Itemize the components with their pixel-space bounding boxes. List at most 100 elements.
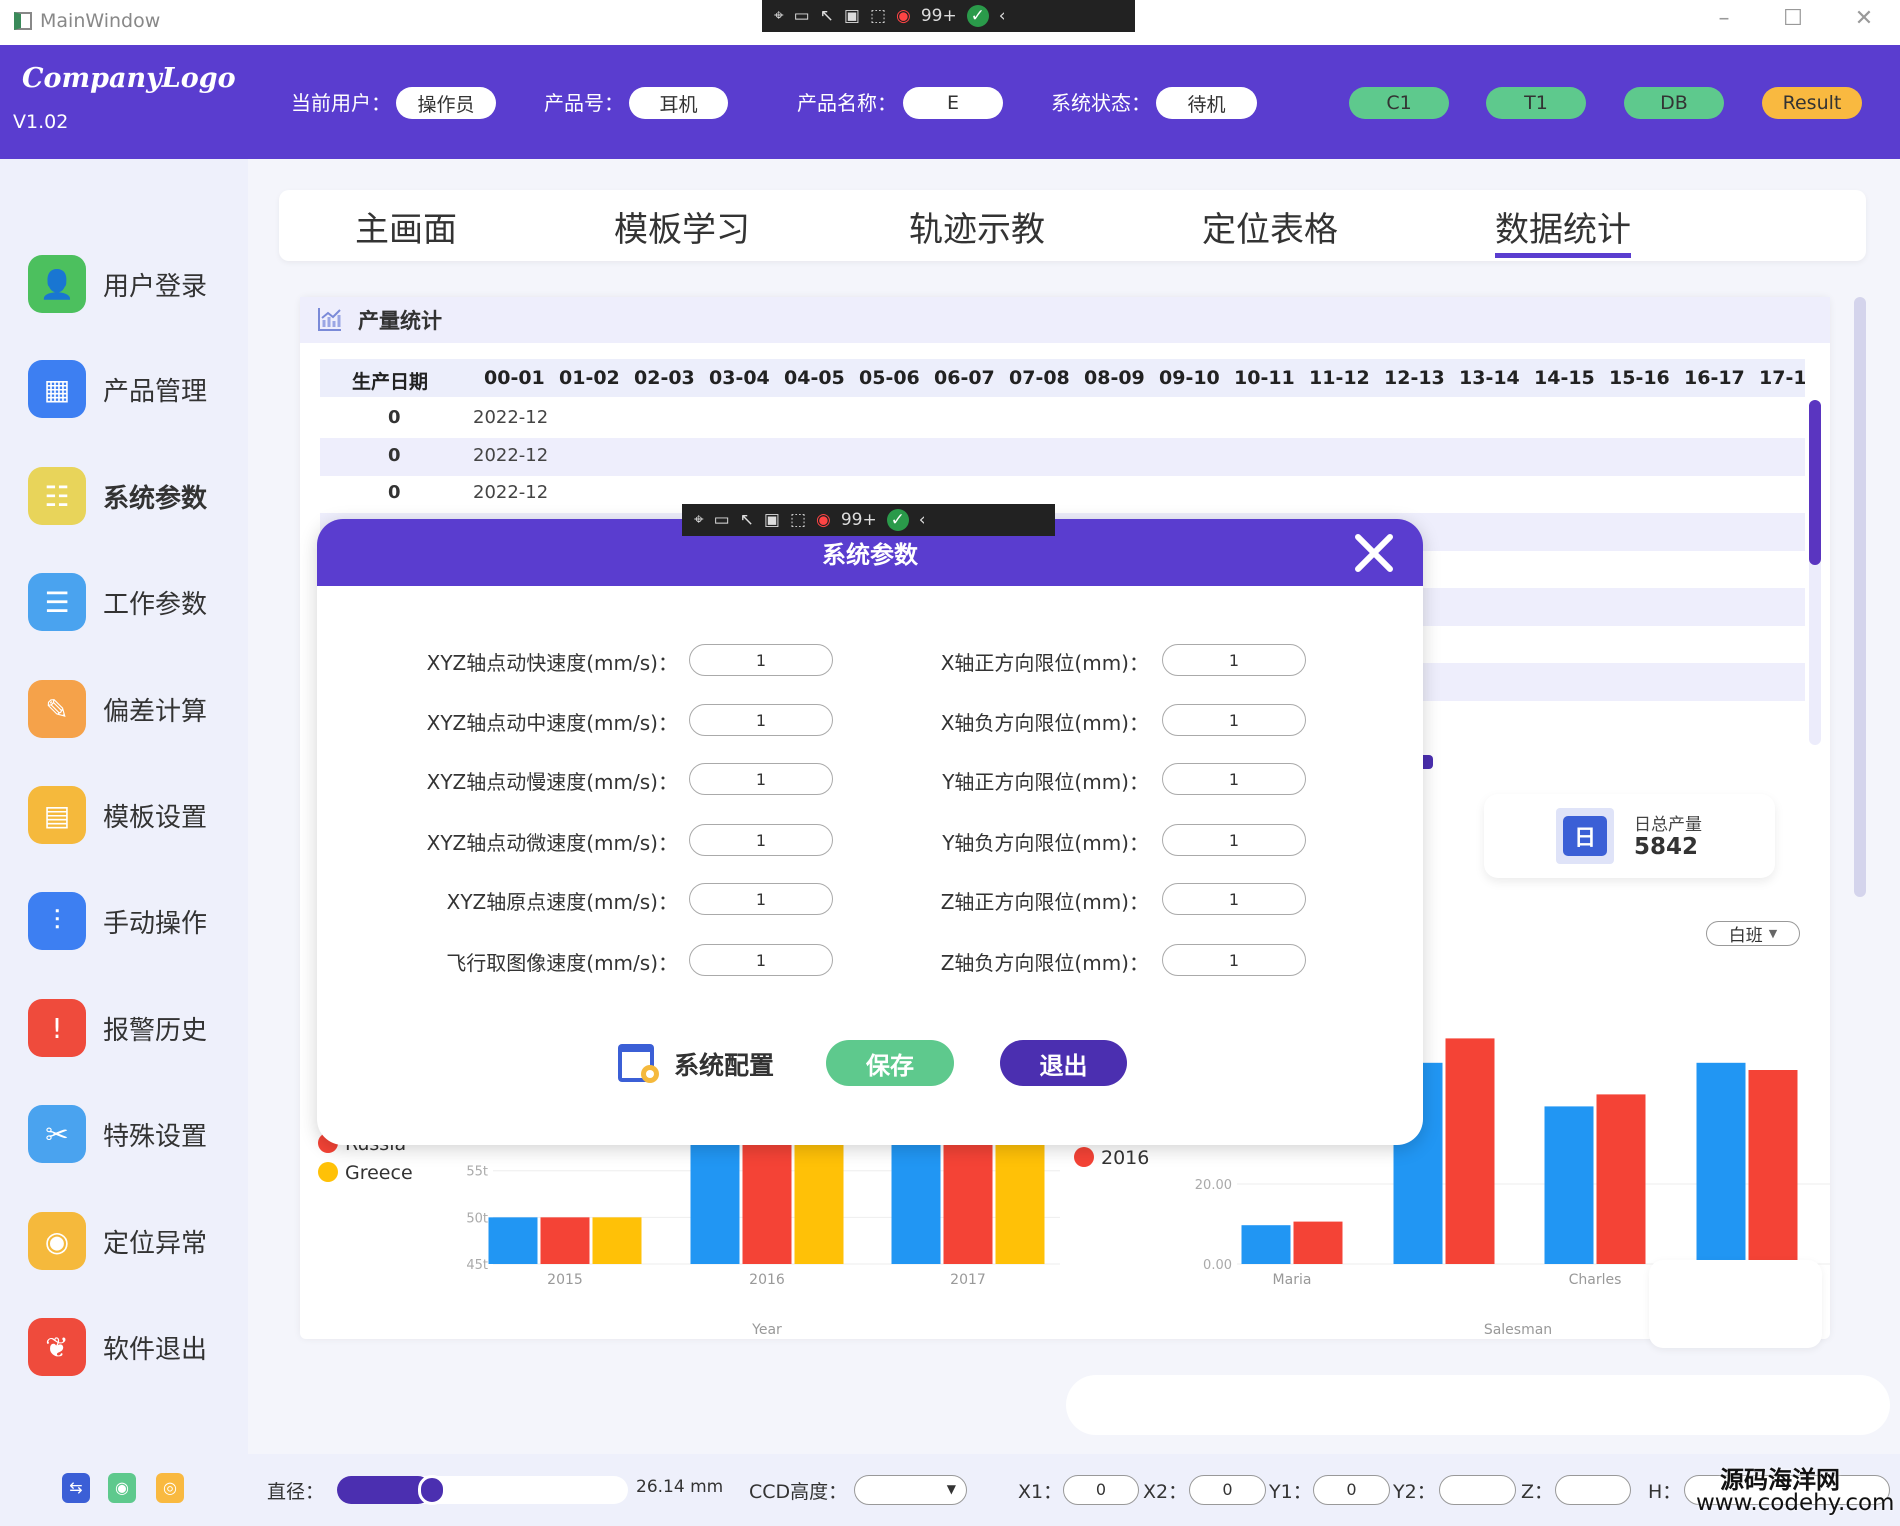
minimize-button[interactable]: –	[1718, 6, 1730, 31]
status-result[interactable]: Result	[1762, 87, 1862, 119]
table-row[interactable]: 0 2022-12	[320, 437, 1805, 476]
collapse-icon[interactable]: ‹	[998, 6, 1006, 26]
sidebar-item-7[interactable]: ! 报警历史	[28, 998, 238, 1058]
table-row[interactable]: 0 2022-12	[320, 475, 1805, 513]
video-icon[interactable]: ▭	[793, 6, 810, 26]
alert-icon[interactable]: ◉	[816, 510, 831, 530]
sidebar-item-5[interactable]: ▤ 模板设置	[28, 785, 238, 845]
diameter-slider[interactable]	[337, 1475, 628, 1505]
tab-data-statistics[interactable]: 数据统计	[1495, 202, 1631, 258]
right-param-input-2[interactable]	[1162, 763, 1306, 795]
save-button[interactable]: 保存	[826, 1040, 954, 1086]
left-param-input-3[interactable]	[689, 824, 833, 856]
coord-input-4[interactable]	[1555, 1475, 1631, 1505]
coord-input-2[interactable]: 0	[1313, 1475, 1390, 1505]
sidebar-item-3[interactable]: ☰ 工作参数	[28, 572, 238, 632]
table-scrollbar[interactable]	[1809, 400, 1821, 745]
ccd-height-dropdown[interactable]: ▼	[854, 1475, 967, 1505]
status-db[interactable]: DB	[1624, 87, 1724, 119]
right-param-input-1[interactable]	[1162, 704, 1306, 736]
coord-input-3[interactable]	[1439, 1475, 1516, 1505]
maximize-button[interactable]: ☐	[1783, 6, 1803, 31]
column-header[interactable]: 00-01	[484, 367, 545, 389]
shift-dropdown[interactable]: 白班 ▼	[1706, 921, 1800, 946]
close-icon[interactable]	[1354, 533, 1394, 573]
system-config-label[interactable]: 系统配置	[674, 1051, 775, 1080]
tab-trajectory-teaching[interactable]: 轨迹示教	[909, 210, 1045, 250]
coord-input-1[interactable]: 0	[1189, 1475, 1266, 1505]
table-scrollbar-thumb[interactable]	[1809, 400, 1821, 565]
capture-icon[interactable]: ⌖	[774, 6, 784, 26]
sidebar-item-2[interactable]: ☷ 系统参数	[28, 466, 238, 526]
tab-template-learning[interactable]: 模板学习	[614, 210, 750, 250]
column-header[interactable]: 09-10	[1159, 367, 1220, 389]
sidebar-item-10[interactable]: ❦ 软件退出	[28, 1317, 238, 1377]
pointer-icon[interactable]: ↖	[739, 510, 754, 530]
left-param-label-3: XYZ轴点动微速度(mm/s)：	[426, 831, 678, 855]
check-icon[interactable]: ✓	[886, 509, 909, 531]
column-header[interactable]: 生产日期	[352, 371, 429, 393]
sidebar-item-6[interactable]: ⫶ 手动操作	[28, 891, 238, 951]
right-param-input-5[interactable]	[1162, 944, 1306, 976]
close-window-button[interactable]: ✕	[1854, 6, 1874, 31]
exit-button[interactable]: 退出	[1000, 1040, 1127, 1086]
column-header[interactable]: 13-14	[1459, 367, 1520, 389]
column-header[interactable]: 12-13	[1384, 367, 1445, 389]
status-t1[interactable]: T1	[1486, 87, 1586, 119]
collapse-icon[interactable]: ‹	[918, 510, 926, 530]
left-param-input-1[interactable]	[689, 704, 833, 736]
sidebar-item-9[interactable]: ◉ 定位异常	[28, 1211, 238, 1271]
status-c1[interactable]: C1	[1349, 87, 1449, 119]
sidebar-item-4[interactable]: ✎ 偏差计算	[28, 679, 238, 739]
column-header[interactable]: 02-03	[634, 367, 695, 389]
left-param-label-4: XYZ轴原点速度(mm/s)：	[446, 890, 678, 914]
window-icon[interactable]: ▣	[843, 6, 860, 26]
column-header[interactable]: 07-08	[1009, 367, 1070, 389]
coord-input-0[interactable]: 0	[1063, 1475, 1139, 1505]
coord-input-5[interactable]	[1684, 1475, 1890, 1505]
tab-position-table[interactable]: 定位表格	[1202, 210, 1338, 250]
system-config-icon[interactable]	[616, 1042, 662, 1086]
column-header[interactable]: 06-07	[934, 367, 995, 389]
sidebar-item-label: 产品管理	[103, 376, 208, 407]
column-header[interactable]: 17-18	[1759, 367, 1805, 389]
column-header[interactable]: 03-04	[709, 367, 770, 389]
diameter-slider-handle[interactable]	[418, 1475, 447, 1505]
window-icon[interactable]: ▣	[763, 510, 780, 530]
column-header[interactable]: 16-17	[1684, 367, 1745, 389]
alert-icon[interactable]: ◉	[896, 6, 911, 26]
column-header[interactable]: 08-09	[1084, 367, 1145, 389]
left-param-input-0[interactable]	[689, 644, 833, 676]
select-icon[interactable]: ⬚	[869, 6, 887, 26]
column-header[interactable]: 05-06	[859, 367, 920, 389]
right-param-input-3[interactable]	[1162, 824, 1306, 856]
camera-icon[interactable]: ◎	[156, 1473, 184, 1503]
sidebar-item-1[interactable]: ▦ 产品管理	[28, 359, 238, 419]
right-param-input-4[interactable]	[1162, 883, 1306, 915]
sidebar-item-0[interactable]: 👤 用户登录	[28, 254, 238, 314]
left-param-input-4[interactable]	[689, 883, 833, 915]
coord-label-3: Y2：	[1393, 1481, 1436, 1503]
column-header[interactable]: 04-05	[784, 367, 845, 389]
column-header[interactable]: 11-12	[1309, 367, 1370, 389]
eye-icon[interactable]: ◉	[108, 1473, 136, 1503]
column-header[interactable]: 14-15	[1534, 367, 1595, 389]
tab-main[interactable]: 主画面	[355, 210, 457, 250]
video-icon[interactable]: ▭	[713, 510, 730, 530]
capture-icon[interactable]: ⌖	[694, 510, 704, 530]
left-param-input-5[interactable]	[689, 944, 833, 976]
sidebar-item-8[interactable]: ✂ 特殊设置	[28, 1104, 238, 1164]
pointer-icon[interactable]: ↖	[819, 6, 834, 26]
right-param-input-0[interactable]	[1162, 644, 1306, 676]
page-scrollbar[interactable]	[1854, 297, 1866, 897]
column-header[interactable]: 10-11	[1234, 367, 1295, 389]
watermark-line1: 源码海洋网	[1720, 1466, 1840, 1494]
product-number-value: 耳机	[629, 87, 728, 119]
column-header[interactable]: 15-16	[1609, 367, 1670, 389]
column-header[interactable]: 01-02	[559, 367, 620, 389]
swap-icon[interactable]: ⇆	[62, 1473, 90, 1503]
check-icon[interactable]: ✓	[966, 5, 989, 27]
left-param-input-2[interactable]	[689, 763, 833, 795]
select-icon[interactable]: ⬚	[789, 510, 807, 530]
table-row[interactable]: 0 2022-12	[320, 400, 1805, 438]
